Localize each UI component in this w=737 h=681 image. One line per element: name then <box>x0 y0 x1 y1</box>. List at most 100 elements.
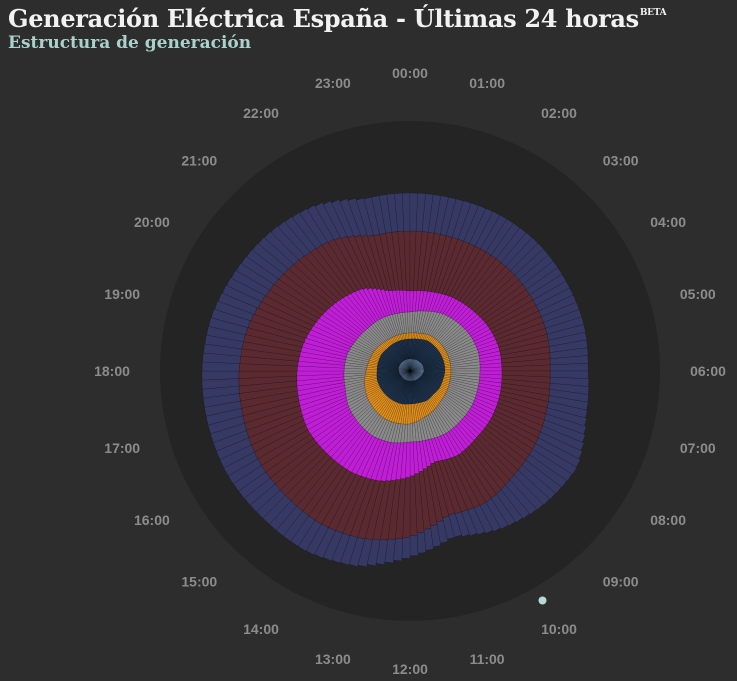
bar-segment-s6-20 <box>305 523 329 556</box>
bar-segment-s6-58 <box>240 255 279 285</box>
bar-segment-s6-73 <box>347 197 368 237</box>
bar-segment-s6-38 <box>207 415 246 435</box>
hour-label-23: 23:00 <box>315 75 351 91</box>
bar-segment-s6-59 <box>246 249 284 280</box>
bar-segment-s6-1 <box>454 511 470 538</box>
bar-segment-s6-80 <box>401 192 411 232</box>
hour-label-10: 10:00 <box>541 621 577 637</box>
bar-segment-s6-18 <box>322 529 344 562</box>
bar-segment-s6-128 <box>535 437 581 468</box>
bar-segment-s6-72 <box>339 198 361 238</box>
bar-segment-s6-46 <box>202 352 241 364</box>
bar-segment-s6-66 <box>291 212 322 250</box>
bar-segment-s6-65 <box>284 216 317 253</box>
bar-segment-s6-7 <box>416 531 427 554</box>
bar-segment-s6-91 <box>469 207 494 247</box>
bar-segment-s6-35 <box>216 437 252 460</box>
bar-segment-s6-63 <box>270 225 305 261</box>
bar-segment-s6-64 <box>277 220 311 257</box>
bar-segment-s6-118 <box>549 376 590 387</box>
bar-segment-s6-123 <box>545 407 587 427</box>
bar-segment-s6-2 <box>448 513 463 538</box>
page-title: Generación Eléctrica España - Últimas 24… <box>8 4 667 33</box>
hour-label-1: 01:00 <box>469 75 505 91</box>
bar-segment-s6-132 <box>521 459 562 494</box>
bar-segment-s0-84 <box>409 358 413 372</box>
bar-segment-s6-93 <box>480 214 508 253</box>
bar-segment-s6-50 <box>208 317 248 335</box>
bar-segment-s6-139 <box>490 494 516 527</box>
hour-label-3: 03:00 <box>603 152 639 168</box>
bar-segment-s0-24 <box>403 370 411 380</box>
bar-segment-s6-143 <box>467 507 486 536</box>
beta-badge: BETA <box>639 8 667 18</box>
bar-segment-s0-60 <box>400 362 411 372</box>
bar-segment-s0-106 <box>409 364 424 372</box>
bar-segment-s6-55 <box>226 277 266 303</box>
bar-segment-s6-43 <box>201 378 240 390</box>
bar-segment-s0-63 <box>401 361 411 372</box>
bar-segment-s0-32 <box>400 370 411 377</box>
bar-segment-s6-0 <box>461 509 478 537</box>
hour-label-6: 06:00 <box>690 363 726 379</box>
bar-segment-s0-40 <box>398 370 411 374</box>
hour-label-5: 05:00 <box>680 286 716 302</box>
bar-segment-s6-133 <box>517 464 556 500</box>
bar-segment-s0-83 <box>409 358 412 372</box>
bar-segment-s6-39 <box>205 408 244 426</box>
bar-segment-s0-79 <box>408 358 411 372</box>
bar-segment-s6-44 <box>201 370 240 381</box>
bar-segment-s6-101 <box>518 254 554 285</box>
hour-label-12: 12:00 <box>392 661 428 677</box>
bar-segment-s6-45 <box>201 361 240 372</box>
bar-segment-s6-3 <box>442 515 455 540</box>
header: Generación Eléctrica España - Últimas 24… <box>8 4 667 53</box>
bar-segment-s6-100 <box>514 248 549 281</box>
bar-segment-s6-33 <box>223 451 259 477</box>
bar-segment-s6-53 <box>218 292 258 315</box>
hour-label-0: 00:00 <box>392 65 428 81</box>
bar-segment-s6-69 <box>314 202 341 241</box>
bar-segment-s6-68 <box>306 204 335 243</box>
bar-segment-s6-37 <box>210 422 248 443</box>
bar-segment-s6-119 <box>549 382 590 395</box>
bar-segment-s6-110 <box>545 316 585 335</box>
bar-segment-s6-74 <box>355 197 374 237</box>
bar-segment-s6-136 <box>504 479 537 515</box>
bar-segment-s6-15 <box>348 536 366 567</box>
bar-segment-s0-108 <box>409 365 424 372</box>
bar-segment-s6-104 <box>529 273 567 301</box>
bar-segment-s6-97 <box>500 232 533 267</box>
bar-segment-s6-112 <box>547 331 588 347</box>
bar-segment-s6-114 <box>549 347 589 360</box>
hour-label-8: 08:00 <box>650 512 686 528</box>
bar-segment-s6-140 <box>485 498 509 530</box>
bar-segment-s6-125 <box>542 419 586 443</box>
bar-segment-s6-36 <box>212 430 250 452</box>
bar-segment-s6-34 <box>219 444 255 469</box>
bar-segment-s6-48 <box>204 334 244 350</box>
hour-label-7: 07:00 <box>680 440 716 456</box>
bar-segment-s6-130 <box>528 448 573 482</box>
bar-segment-s6-54 <box>222 284 262 309</box>
bar-segment-s6-120 <box>548 389 590 403</box>
hour-label-15: 15:00 <box>181 574 217 590</box>
bar-segment-s6-56 <box>230 269 270 297</box>
bar-segment-s6-137 <box>500 484 530 519</box>
bar-segment-s6-61 <box>257 236 294 270</box>
bar-segment-s6-60 <box>252 242 289 275</box>
bar-segment-s0-119 <box>409 370 424 374</box>
bar-segment-s6-124 <box>543 413 587 435</box>
hour-label-14: 14:00 <box>243 621 279 637</box>
bar-segment-s6-71 <box>331 199 355 239</box>
bar-segment-s0-23 <box>403 370 411 380</box>
bar-segment-s6-102 <box>522 260 559 290</box>
bar-segment-s6-103 <box>525 267 563 296</box>
bar-segment-s6-26 <box>262 495 292 525</box>
bar-segment-s6-47 <box>203 343 242 357</box>
bar-segment-s2-116 <box>444 368 452 372</box>
bar-segment-s6-49 <box>206 326 246 342</box>
bar-segment-s6-9 <box>401 537 411 559</box>
current-time-indicator[interactable] <box>538 596 547 605</box>
bar-segment-s6-135 <box>509 474 544 511</box>
